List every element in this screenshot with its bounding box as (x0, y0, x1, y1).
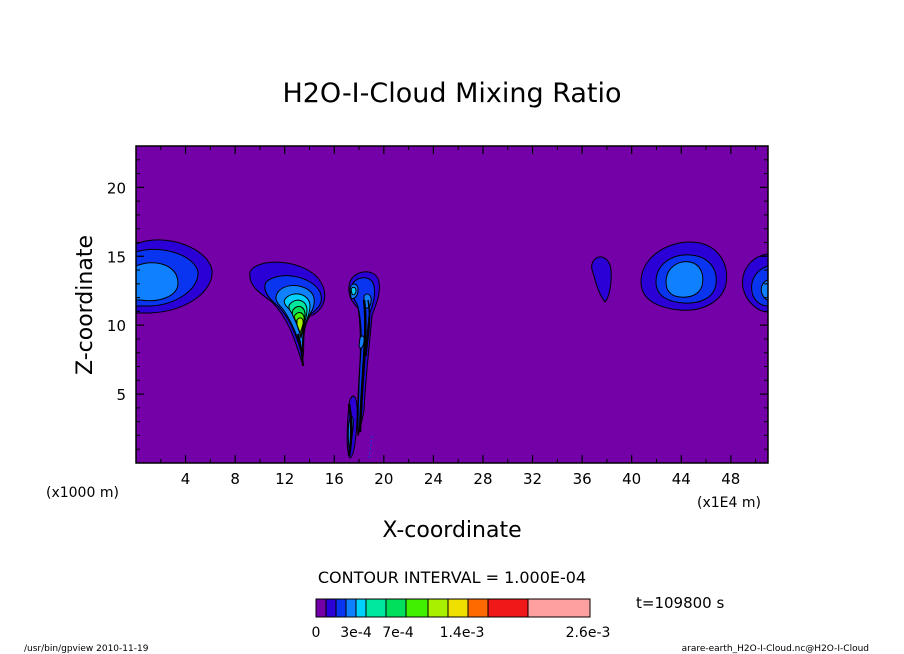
colorbar: 0 3e-4 7e-4 1.4e-3 2.6e-3 (312, 598, 611, 641)
y-tick-label: 5 (116, 386, 126, 404)
y-tick-label: 15 (107, 248, 126, 266)
y-tick-label: 20 (107, 179, 126, 197)
colorbar-label: 7e-4 (382, 625, 414, 641)
x-tick-label: 36 (573, 470, 592, 488)
colorbar-swatch (447, 598, 469, 618)
x-tick-label: 24 (424, 470, 443, 488)
plot-frame (135, 145, 769, 464)
x-tick-label: 20 (374, 470, 393, 488)
x-tick-label: 40 (622, 470, 641, 488)
colorbar-label: 3e-4 (340, 625, 372, 641)
colorbar-label: 1.4e-3 (440, 625, 485, 641)
colorbar-swatch (427, 598, 449, 618)
contour-fields (136, 239, 768, 459)
x-tick-label: 12 (275, 470, 294, 488)
colorbar-swatch (355, 598, 367, 618)
colorbar-swatch (405, 598, 429, 618)
cloud-feature-x44 (640, 241, 728, 311)
colorbar-swatch (467, 598, 489, 618)
colorbar-swatch (325, 598, 337, 618)
x-tick-label: 44 (672, 470, 691, 488)
x-tick-label: 8 (230, 470, 240, 488)
colorbar-swatch (365, 598, 387, 618)
x-unit-right: (x1E4 m) (697, 495, 761, 511)
colorbar-swatch (385, 598, 407, 618)
x-tick-label: 28 (473, 470, 492, 488)
x-tick-label: 16 (325, 470, 344, 488)
colorbar-swatch (315, 598, 327, 618)
colorbar-swatch (487, 598, 529, 618)
colorbar-swatch (527, 598, 591, 618)
colorbar-swatch (335, 598, 347, 618)
x-tick-label: 4 (181, 470, 191, 488)
footer-right: arare-earth_H2O-I-Cloud.nc@H2O-I-Cloud (682, 644, 869, 654)
cloud-feature-right (742, 253, 768, 313)
time-text: t=109800 s (636, 594, 724, 612)
colorbar-label: 0 (312, 625, 321, 641)
cloud-feature-x38 (591, 256, 612, 303)
cloud-feature-x13 (249, 261, 326, 367)
x-tick-label: 32 (523, 470, 542, 488)
colorbar-swatch (345, 598, 357, 618)
y-axis-label: Z-coordinate (73, 235, 98, 375)
x-tick-label: 48 (721, 470, 740, 488)
x-unit-left: (x1000 m) (46, 485, 119, 501)
cloud-feature-x18 (346, 271, 380, 459)
x-axis-label: X-coordinate (382, 518, 521, 543)
cloud-feature-left (136, 239, 213, 314)
y-tick-label: 10 (107, 317, 126, 335)
chart-title: H2O-I-Cloud Mixing Ratio (282, 78, 621, 109)
footer-left: /usr/bin/gpview 2010-11-19 (24, 644, 149, 654)
colorbar-label: 2.6e-3 (566, 625, 611, 641)
contour-interval-text: CONTOUR INTERVAL = 1.000E-04 (318, 568, 586, 587)
